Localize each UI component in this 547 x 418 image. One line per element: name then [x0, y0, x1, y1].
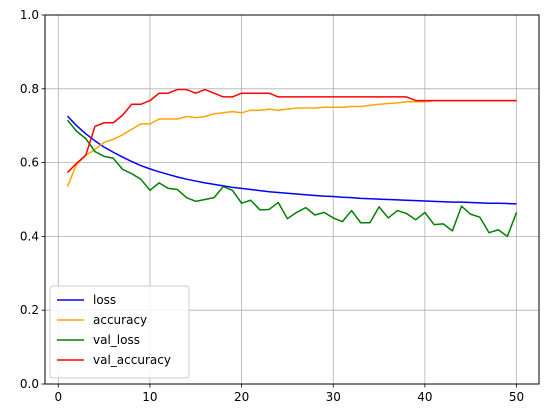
- x-tick-label: 0: [54, 390, 62, 404]
- y-tick-label: 1.0: [20, 8, 39, 22]
- legend-label: accuracy: [93, 313, 147, 327]
- x-tick-label: 30: [326, 390, 341, 404]
- y-tick-label: 0.4: [20, 229, 39, 243]
- legend-label: val_loss: [93, 333, 140, 347]
- x-tick-label: 10: [142, 390, 157, 404]
- x-tick-label: 40: [417, 390, 432, 404]
- legend-box: [49, 285, 190, 379]
- y-tick-label: 0.6: [20, 156, 39, 170]
- plot-area-frame: [44, 14, 540, 385]
- y-tick-label: 0.0: [20, 377, 39, 391]
- y-tick-label: 0.8: [20, 82, 39, 96]
- x-tick-label: 20: [234, 390, 249, 404]
- axis-ticks: 0 10 20 30 40 50 0.0 0.2 0.4 0.6 0.8 1.0: [20, 8, 524, 404]
- series-line-loss: [66, 115, 517, 205]
- legend: loss accuracy val_loss val_accuracy: [49, 285, 190, 379]
- legend-label: val_accuracy: [93, 353, 171, 367]
- legend-label: loss: [93, 293, 116, 307]
- series-lines: [66, 88, 518, 238]
- x-tick-label: 50: [509, 390, 524, 404]
- series-line-val-accuracy: [66, 88, 517, 174]
- series-line-val-loss: [66, 119, 518, 238]
- y-tick-label: 0.2: [20, 303, 39, 317]
